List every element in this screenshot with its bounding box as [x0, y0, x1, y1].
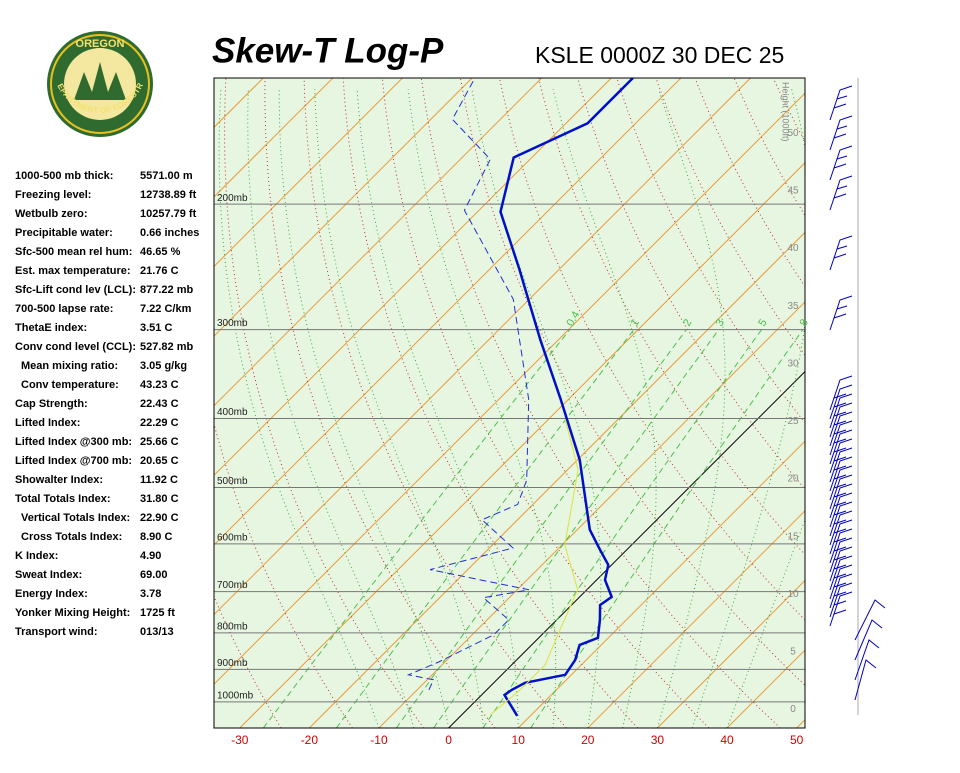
x-tick-label: 10 [512, 733, 526, 747]
y-tick-label: 200mb [217, 193, 248, 204]
chart-title: Skew-T Log-P [212, 31, 444, 70]
index-label: Lifted Index @300 mb: [15, 436, 132, 448]
wind-barb [855, 600, 885, 640]
chart-subtitle: KSLE 0000Z 30 DEC 25 [535, 42, 784, 68]
index-label: Est. max temperature: [15, 265, 131, 277]
index-label: Vertical Totals Index: [21, 512, 130, 524]
index-value: 10257.79 ft [140, 208, 197, 220]
x-tick-label: 30 [651, 733, 665, 747]
index-value: 11.92 C [140, 474, 178, 486]
index-value: 877.22 mb [140, 284, 193, 296]
index-value: 527.82 mb [140, 341, 193, 353]
x-tick-label: 20 [581, 733, 595, 747]
index-value: 4.90 [140, 550, 161, 562]
y-tick-label: 1000mb [217, 691, 254, 702]
index-label: 1000-500 mb thick: [15, 170, 113, 182]
index-label: Transport wind: [15, 626, 98, 638]
y2-axis-label: Height (1000ft) [781, 82, 791, 142]
y2-tick-label: 20 [787, 474, 799, 485]
index-value: 0.66 inches [140, 227, 199, 239]
wind-barb [830, 116, 852, 150]
y-tick-label: 700mb [217, 580, 248, 591]
index-label: Mean mixing ratio: [21, 360, 118, 372]
y2-tick-label: 15 [787, 531, 799, 542]
index-label: Sweat Index: [15, 569, 82, 581]
index-label: Sfc-Lift cond lev (LCL): [15, 284, 136, 296]
index-value: 46.65 % [140, 246, 181, 258]
index-value: 31.80 C [140, 493, 179, 505]
index-value: 43.23 C [140, 379, 179, 391]
index-label: Lifted Index @700 mb: [15, 455, 132, 467]
index-value: 5571.00 m [140, 170, 193, 182]
index-label: Lifted Index: [15, 417, 80, 429]
y-tick-label: 300mb [217, 318, 248, 329]
index-label: 700-500 lapse rate: [15, 303, 113, 315]
dry-adiabat [891, 78, 960, 728]
wind-barb [830, 176, 852, 210]
wind-barb [830, 86, 852, 120]
y2-tick-label: 40 [787, 243, 799, 254]
index-label: Total Totals Index: [15, 493, 111, 505]
index-label: K Index: [15, 550, 58, 562]
index-label: Precipitable water: [15, 227, 113, 239]
index-label: Wetbulb zero: [15, 208, 88, 220]
index-label: Showalter Index: [15, 474, 103, 486]
y2-tick-label: 10 [787, 589, 799, 600]
y-tick-label: 800mb [217, 622, 248, 633]
index-value: 22.90 C [140, 512, 179, 524]
index-value: 1725 ft [140, 607, 175, 619]
y-tick-label: 600mb [217, 533, 248, 544]
dry-adiabat [812, 78, 960, 728]
x-tick-label: -20 [301, 733, 319, 747]
index-label: Yonker Mixing Height: [15, 607, 130, 619]
y2-tick-label: 35 [787, 301, 799, 312]
y2-tick-label: 5 [790, 647, 796, 658]
wind-barb [830, 146, 852, 180]
x-tick-label: -30 [231, 733, 249, 747]
index-label: ThetaE index: [15, 322, 87, 334]
index-value: 7.22 C/km [140, 303, 192, 315]
x-tick-label: 40 [720, 733, 734, 747]
y-tick-label: 500mb [217, 476, 248, 487]
index-value: 22.43 C [140, 398, 179, 410]
index-value: 25.66 C [140, 436, 179, 448]
index-label: Freezing level: [15, 189, 91, 201]
x-tick-label: 0 [445, 733, 452, 747]
index-label: Sfc-500 mean rel hum: [15, 246, 132, 258]
x-tick-label: 50 [790, 733, 804, 747]
wind-barb [855, 640, 879, 680]
y-tick-label: 900mb [217, 658, 248, 669]
logo: OREGON DEPARTMENT OF FORESTRY [0, 0, 153, 137]
index-label: Conv temperature: [21, 379, 119, 391]
index-value: 22.29 C [140, 417, 179, 429]
index-value: 3.78 [140, 588, 161, 600]
y2-tick-label: 30 [787, 358, 799, 369]
y2-tick-label: 25 [787, 416, 799, 427]
y2-tick-label: 45 [787, 186, 799, 197]
dry-adiabat [930, 78, 960, 728]
index-value: 12738.89 ft [140, 189, 197, 201]
isotherm [797, 78, 960, 728]
index-label: Cap Strength: [15, 398, 88, 410]
index-label: Cross Totals Index: [21, 531, 122, 543]
index-label: Energy Index: [15, 588, 88, 600]
index-label: Conv cond level (CCL): [15, 341, 136, 353]
index-value: 69.00 [140, 569, 168, 581]
wind-barb [830, 296, 852, 330]
logo-top: OREGON [76, 38, 125, 50]
index-value: 013/13 [140, 626, 174, 638]
index-value: 20.65 C [140, 455, 179, 467]
y-tick-label: 400mb [217, 407, 248, 418]
index-value: 21.76 C [140, 265, 179, 277]
y2-tick-label: 0 [790, 704, 796, 715]
index-value: 3.51 C [140, 322, 172, 334]
index-value: 3.05 g/kg [140, 360, 187, 372]
x-tick-label: -10 [370, 733, 388, 747]
wind-barb [830, 236, 852, 270]
index-value: 8.90 C [140, 531, 172, 543]
